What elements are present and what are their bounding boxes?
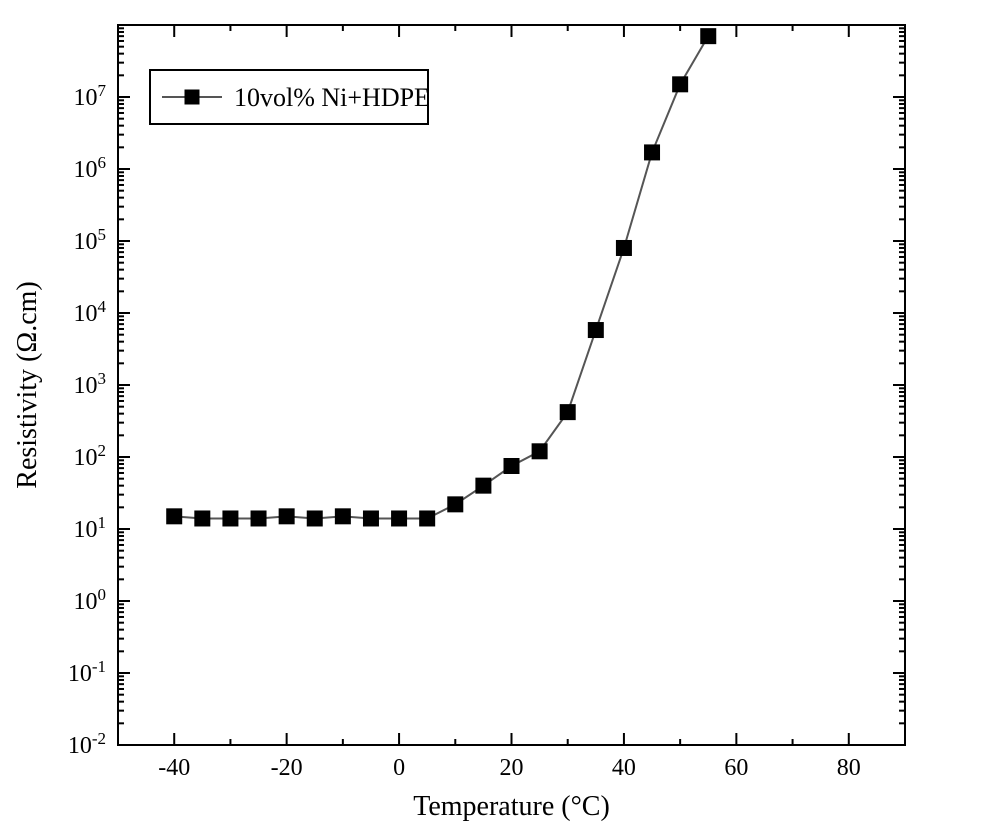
x-tick-label: -20 [271,755,303,781]
series-marker [504,458,519,473]
series-marker [307,511,322,526]
series-marker [588,323,603,338]
series-marker [448,497,463,512]
series-marker [673,77,688,92]
series-marker [279,509,294,524]
series-marker [701,29,716,44]
series-marker [167,509,182,524]
series-marker [195,511,210,526]
x-tick-label: 80 [837,755,861,781]
x-tick-label: -40 [158,755,190,781]
series-marker [560,405,575,420]
series-marker [616,240,631,255]
series-marker [476,478,491,493]
series-marker [532,444,547,459]
legend-marker-icon [185,90,200,105]
x-tick-label: 0 [393,755,405,781]
resistivity-chart: -40-2002040608010-210-110010110210310410… [0,0,1000,833]
series-marker [645,145,660,160]
x-axis-label: Temperature (°C) [413,791,610,822]
x-tick-label: 20 [500,755,524,781]
series-marker [251,511,266,526]
series-marker [223,511,238,526]
x-tick-label: 60 [724,755,748,781]
series-marker [335,509,350,524]
series-marker [420,511,435,526]
series-marker [363,511,378,526]
chart-svg: -40-2002040608010-210-110010110210310410… [0,0,1000,833]
y-axis-label: Resistivity (Ω.cm) [12,281,43,488]
x-tick-label: 40 [612,755,636,781]
series-marker [392,511,407,526]
legend-label: 10vol% Ni+HDPE [234,83,430,112]
